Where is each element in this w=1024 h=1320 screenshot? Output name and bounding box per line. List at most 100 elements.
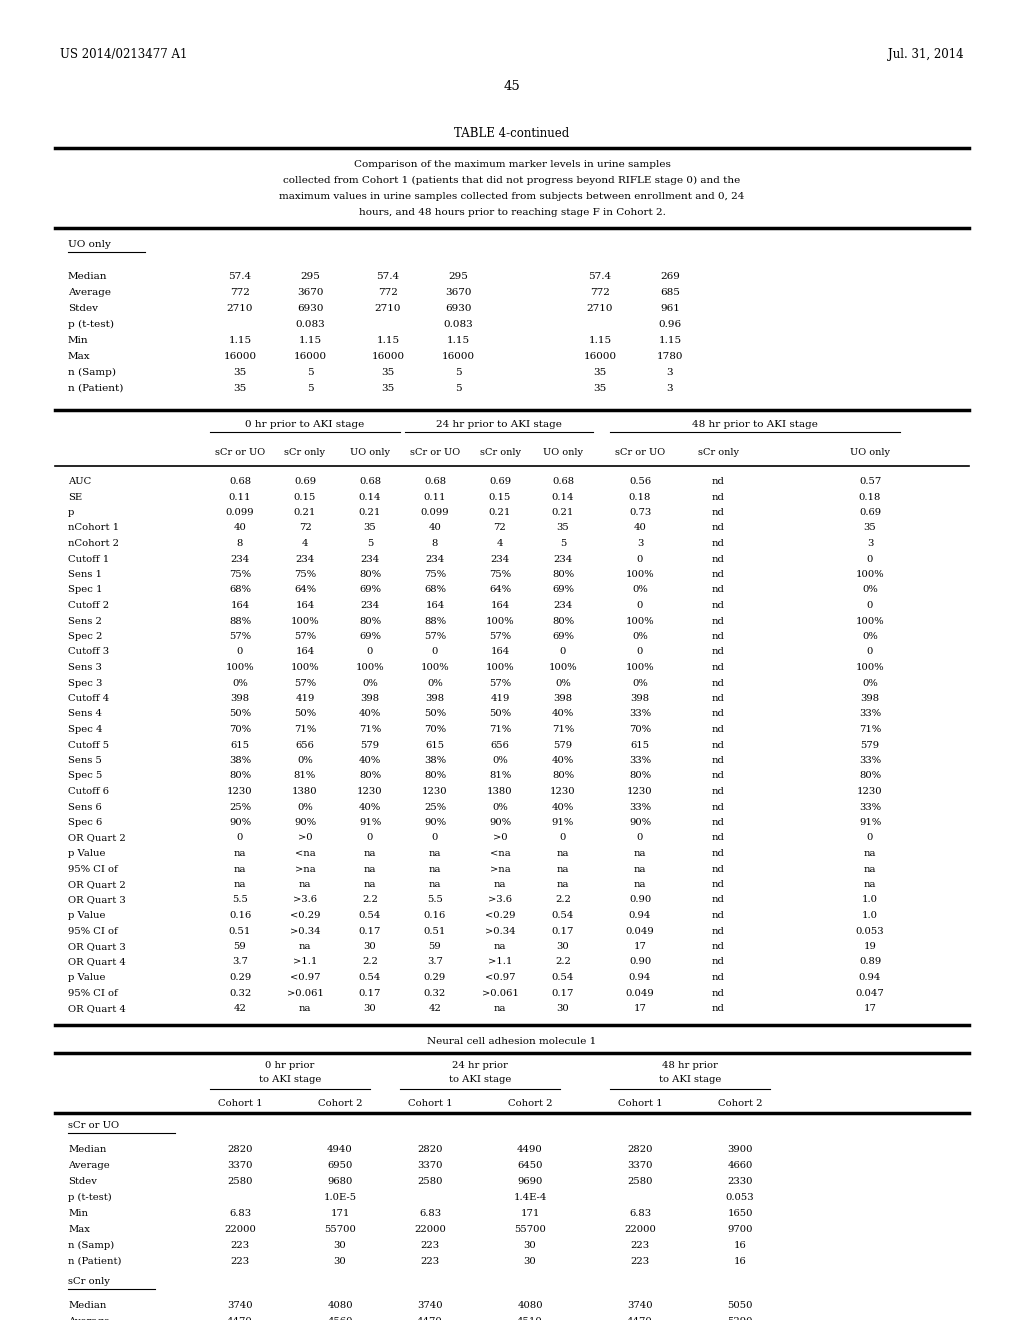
Text: na: na bbox=[233, 865, 246, 874]
Text: 33%: 33% bbox=[629, 710, 651, 718]
Text: 0: 0 bbox=[637, 554, 643, 564]
Text: 5: 5 bbox=[560, 539, 566, 548]
Text: 0.17: 0.17 bbox=[358, 989, 381, 998]
Text: 6450: 6450 bbox=[517, 1160, 543, 1170]
Text: 100%: 100% bbox=[485, 616, 514, 626]
Text: Cutoff 3: Cutoff 3 bbox=[68, 648, 110, 656]
Text: 88%: 88% bbox=[424, 616, 446, 626]
Text: hours, and 48 hours prior to reaching stage F in Cohort 2.: hours, and 48 hours prior to reaching st… bbox=[358, 209, 666, 216]
Text: 71%: 71% bbox=[358, 725, 381, 734]
Text: Jul. 31, 2014: Jul. 31, 2014 bbox=[889, 48, 964, 61]
Text: 0.69: 0.69 bbox=[488, 477, 511, 486]
Text: 772: 772 bbox=[378, 288, 398, 297]
Text: 100%: 100% bbox=[856, 663, 885, 672]
Text: 30: 30 bbox=[334, 1257, 346, 1266]
Text: na: na bbox=[429, 865, 441, 874]
Text: na: na bbox=[864, 849, 877, 858]
Text: 0.21: 0.21 bbox=[294, 508, 316, 517]
Text: 0%: 0% bbox=[862, 678, 878, 688]
Text: 35: 35 bbox=[233, 368, 247, 378]
Text: 75%: 75% bbox=[229, 570, 251, 579]
Text: na: na bbox=[494, 942, 506, 950]
Text: 3740: 3740 bbox=[627, 1300, 653, 1309]
Text: 50%: 50% bbox=[488, 710, 511, 718]
Text: >1.1: >1.1 bbox=[487, 957, 512, 966]
Text: nd: nd bbox=[712, 539, 724, 548]
Text: na: na bbox=[634, 849, 646, 858]
Text: 3: 3 bbox=[866, 539, 873, 548]
Text: 100%: 100% bbox=[485, 663, 514, 672]
Text: 0%: 0% bbox=[862, 586, 878, 594]
Text: 0.15: 0.15 bbox=[294, 492, 316, 502]
Text: Sens 3: Sens 3 bbox=[68, 663, 101, 672]
Text: 1.4E-4: 1.4E-4 bbox=[513, 1192, 547, 1201]
Text: nCohort 2: nCohort 2 bbox=[68, 539, 119, 548]
Text: 30: 30 bbox=[557, 942, 569, 950]
Text: sCr only: sCr only bbox=[285, 447, 326, 457]
Text: Sens 5: Sens 5 bbox=[68, 756, 101, 766]
Text: 2.2: 2.2 bbox=[362, 957, 378, 966]
Text: 2710: 2710 bbox=[587, 304, 613, 313]
Text: nd: nd bbox=[712, 586, 724, 594]
Text: 0.68: 0.68 bbox=[552, 477, 574, 486]
Text: nd: nd bbox=[712, 849, 724, 858]
Text: 0.54: 0.54 bbox=[552, 911, 574, 920]
Text: 24 hr prior: 24 hr prior bbox=[452, 1060, 508, 1069]
Text: OR Quart 4: OR Quart 4 bbox=[68, 1005, 126, 1012]
Text: 48 hr prior: 48 hr prior bbox=[663, 1060, 718, 1069]
Text: 33%: 33% bbox=[629, 803, 651, 812]
Text: 234: 234 bbox=[295, 554, 314, 564]
Text: 2.2: 2.2 bbox=[555, 895, 571, 904]
Text: 9690: 9690 bbox=[517, 1176, 543, 1185]
Text: Cohort 2: Cohort 2 bbox=[317, 1098, 362, 1107]
Text: 17: 17 bbox=[863, 1005, 877, 1012]
Text: 45: 45 bbox=[504, 81, 520, 92]
Text: 80%: 80% bbox=[629, 771, 651, 780]
Text: na: na bbox=[864, 865, 877, 874]
Text: 0.54: 0.54 bbox=[358, 973, 381, 982]
Text: >na: >na bbox=[295, 865, 315, 874]
Text: 419: 419 bbox=[295, 694, 314, 704]
Text: 0: 0 bbox=[367, 833, 373, 842]
Text: 100%: 100% bbox=[856, 616, 885, 626]
Text: nd: nd bbox=[712, 989, 724, 998]
Text: 2710: 2710 bbox=[375, 304, 401, 313]
Text: 90%: 90% bbox=[229, 818, 251, 828]
Text: 3900: 3900 bbox=[727, 1144, 753, 1154]
Text: 35: 35 bbox=[863, 524, 877, 532]
Text: >0: >0 bbox=[298, 833, 312, 842]
Text: 2820: 2820 bbox=[628, 1144, 652, 1154]
Text: 0: 0 bbox=[560, 648, 566, 656]
Text: 1780: 1780 bbox=[656, 352, 683, 360]
Text: 656: 656 bbox=[490, 741, 509, 750]
Text: 2580: 2580 bbox=[628, 1176, 652, 1185]
Text: Spec 4: Spec 4 bbox=[68, 725, 102, 734]
Text: Cohort 1: Cohort 1 bbox=[408, 1098, 453, 1107]
Text: 0.90: 0.90 bbox=[629, 895, 651, 904]
Text: nd: nd bbox=[712, 524, 724, 532]
Text: 1.15: 1.15 bbox=[446, 337, 470, 345]
Text: Average: Average bbox=[68, 1160, 110, 1170]
Text: 0.32: 0.32 bbox=[229, 989, 251, 998]
Text: 0: 0 bbox=[367, 648, 373, 656]
Text: nd: nd bbox=[712, 973, 724, 982]
Text: 16000: 16000 bbox=[223, 352, 257, 360]
Text: 0 hr prior: 0 hr prior bbox=[265, 1060, 314, 1069]
Text: nd: nd bbox=[712, 911, 724, 920]
Text: 223: 223 bbox=[421, 1257, 439, 1266]
Text: 70%: 70% bbox=[424, 725, 446, 734]
Text: 70%: 70% bbox=[629, 725, 651, 734]
Text: 81%: 81% bbox=[294, 771, 316, 780]
Text: 72: 72 bbox=[299, 524, 311, 532]
Text: 0.17: 0.17 bbox=[552, 927, 574, 936]
Text: nd: nd bbox=[712, 895, 724, 904]
Text: 91%: 91% bbox=[859, 818, 881, 828]
Text: na: na bbox=[494, 880, 506, 888]
Text: na: na bbox=[557, 865, 569, 874]
Text: p (t-test): p (t-test) bbox=[68, 319, 114, 329]
Text: 69%: 69% bbox=[552, 632, 574, 642]
Text: 1230: 1230 bbox=[857, 787, 883, 796]
Text: 71%: 71% bbox=[859, 725, 881, 734]
Text: nd: nd bbox=[712, 570, 724, 579]
Text: <0.29: <0.29 bbox=[290, 911, 321, 920]
